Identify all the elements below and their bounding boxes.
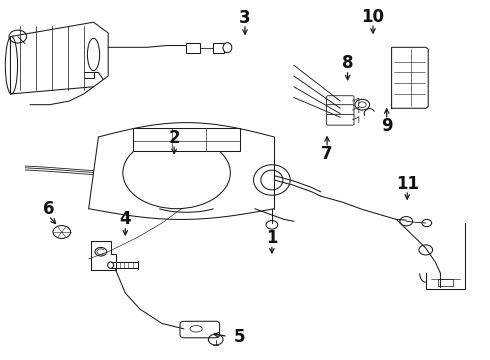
Text: 2: 2	[169, 129, 180, 147]
Text: 8: 8	[342, 54, 353, 72]
Text: 10: 10	[362, 8, 385, 26]
Circle shape	[355, 99, 369, 110]
Text: 11: 11	[396, 175, 419, 193]
Text: 4: 4	[120, 211, 131, 229]
FancyBboxPatch shape	[180, 321, 220, 338]
Text: 6: 6	[43, 201, 54, 219]
Text: 5: 5	[233, 328, 245, 346]
Ellipse shape	[223, 42, 232, 53]
Text: 1: 1	[266, 229, 278, 247]
Ellipse shape	[253, 165, 290, 195]
Circle shape	[422, 220, 432, 226]
Bar	[213, 42, 224, 53]
Bar	[186, 42, 200, 53]
FancyBboxPatch shape	[327, 105, 354, 116]
FancyBboxPatch shape	[327, 114, 354, 125]
Text: 3: 3	[239, 9, 251, 27]
Bar	[438, 279, 453, 286]
Text: 7: 7	[321, 145, 333, 163]
Bar	[133, 128, 240, 151]
Text: 9: 9	[381, 117, 392, 135]
FancyBboxPatch shape	[327, 96, 354, 107]
